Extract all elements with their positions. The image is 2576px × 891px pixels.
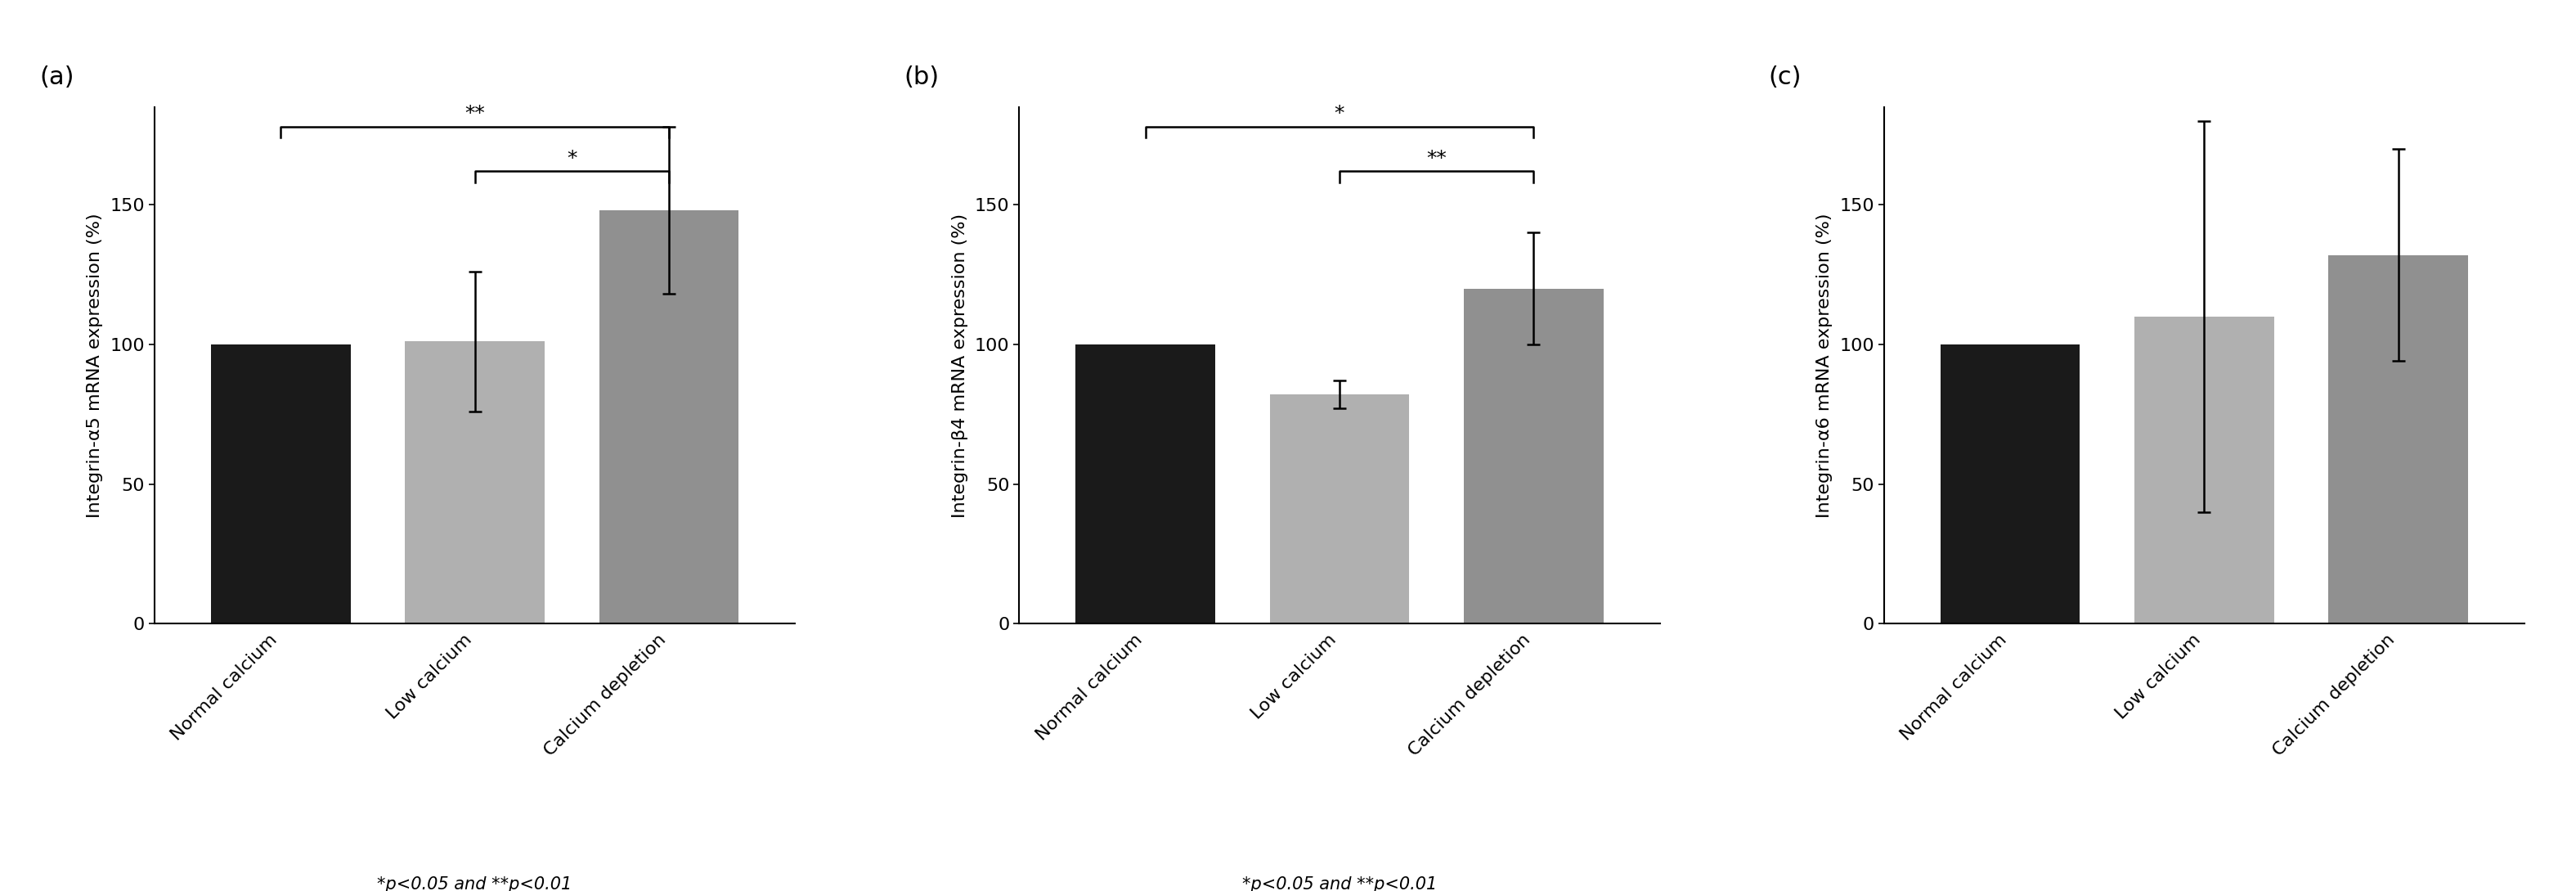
Text: (c): (c): [1770, 66, 1801, 89]
Text: **: **: [1427, 149, 1448, 168]
Text: *p<0.05 and **p<0.01: *p<0.05 and **p<0.01: [1242, 876, 1437, 891]
Bar: [1463, 289, 1602, 624]
Bar: [211, 344, 350, 624]
Text: *p<0.05 and **p<0.01: *p<0.05 and **p<0.01: [379, 876, 572, 891]
Text: *: *: [567, 149, 577, 168]
Y-axis label: Integrin-α6 mRNA expression (%): Integrin-α6 mRNA expression (%): [1816, 213, 1832, 518]
Text: (a): (a): [39, 66, 75, 89]
Text: **: **: [464, 104, 484, 124]
Bar: [1270, 395, 1409, 624]
Y-axis label: Integrin-α5 mRNA expression (%): Integrin-α5 mRNA expression (%): [88, 213, 103, 518]
Text: *: *: [1334, 104, 1345, 124]
Text: (b): (b): [904, 66, 940, 89]
Bar: [2329, 255, 2468, 624]
Bar: [1940, 344, 2079, 624]
Bar: [600, 210, 739, 624]
Bar: [1077, 344, 1216, 624]
Bar: [404, 341, 544, 624]
Y-axis label: Integrin-β4 mRNA expression (%): Integrin-β4 mRNA expression (%): [951, 213, 969, 518]
Bar: [2136, 316, 2275, 624]
